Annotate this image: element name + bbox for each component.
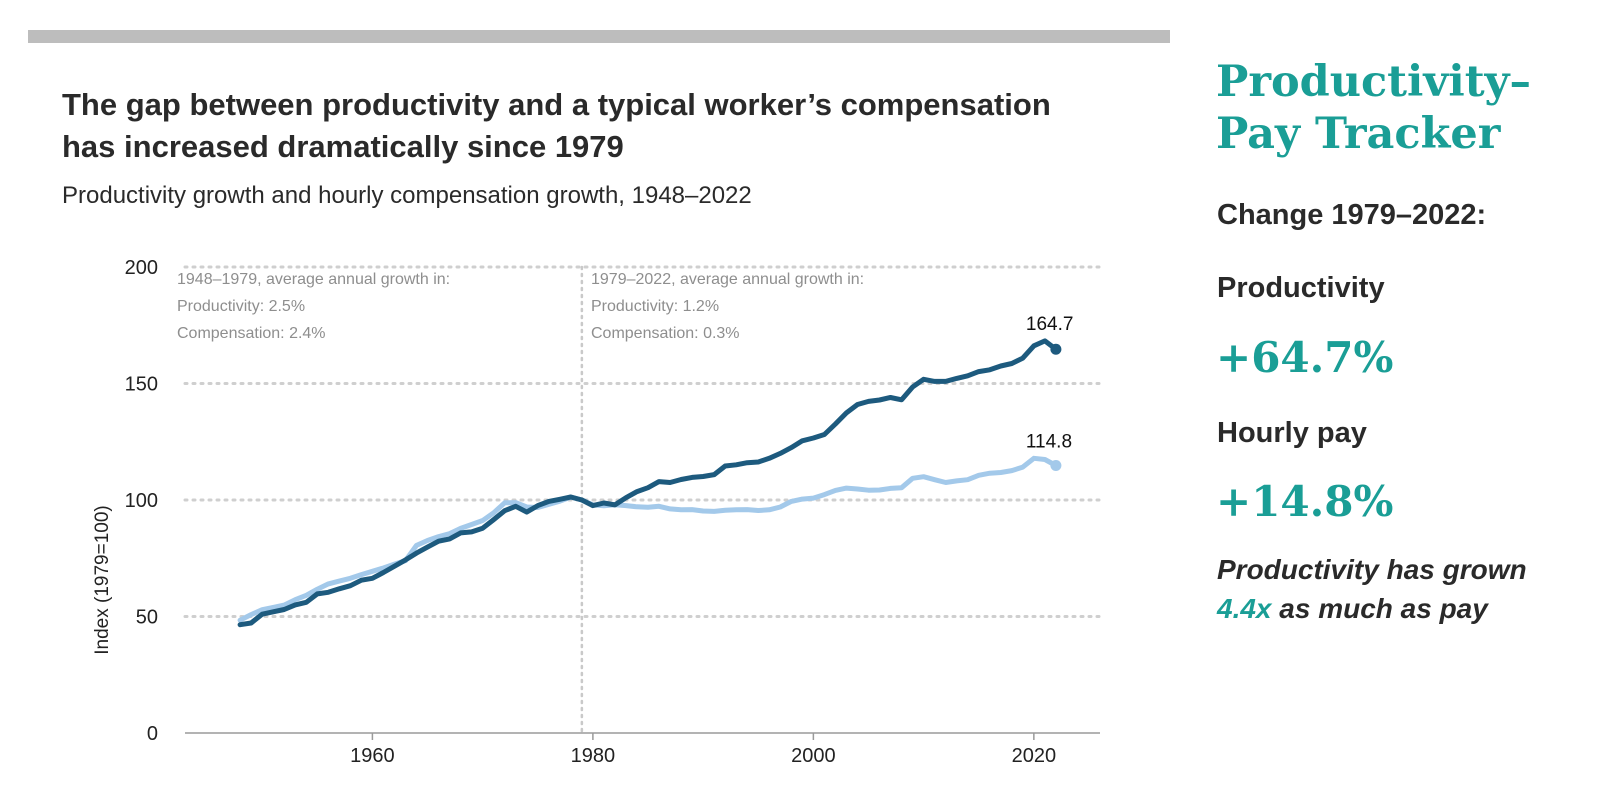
productivity-change-value: +64.7% xyxy=(1216,333,1394,382)
end-label-compensation: 114.8 xyxy=(1026,431,1072,452)
grid-layer xyxy=(183,265,1102,618)
annotation-1979-2022-line-1: 1979–2022, average annual growth in: xyxy=(591,271,864,288)
end-label-productivity: 164.7 xyxy=(1026,314,1074,335)
hourly-pay-label: Hourly pay xyxy=(1217,417,1367,449)
tracker-title-line-1: Productivity– xyxy=(1216,57,1532,107)
series-layer xyxy=(237,338,1062,628)
annotation-1979-2022-line-2: Productivity: 1.2% xyxy=(591,298,719,315)
series-end-point-productivity xyxy=(1050,343,1062,355)
x-tick-label-1980: 1980 xyxy=(571,745,616,767)
line-chart: 1948–1979, average annual growth in: Pro… xyxy=(92,257,1102,767)
x-tick-label-2020: 2020 xyxy=(1012,745,1057,767)
note-text-end: as much as pay xyxy=(1271,593,1488,624)
productivity-label: Productivity xyxy=(1217,272,1385,304)
y-tick-label-100: 100 xyxy=(125,490,158,512)
hourly-pay-change-value: +14.8% xyxy=(1216,477,1394,526)
chart-subtitle: Productivity growth and hourly compensat… xyxy=(62,182,752,209)
y-tick-label-200: 200 xyxy=(125,257,158,279)
series-line-compensation xyxy=(237,455,1059,623)
tracker-title: Productivity– Pay Tracker xyxy=(1216,56,1600,160)
y-tick-label-150: 150 xyxy=(125,374,158,396)
top-divider-bar xyxy=(28,30,1170,43)
y-tick-label-0: 0 xyxy=(147,723,158,745)
annotation-1948-1979-line-3: Compensation: 2.4% xyxy=(177,325,326,342)
y-tick-label-50: 50 xyxy=(136,607,158,629)
series-end-point-compensation xyxy=(1050,460,1062,472)
note-multiplier: 4.4x xyxy=(1217,593,1272,624)
y-axis-label: Index (1979=100) xyxy=(92,505,113,654)
annotation-1948-1979-line-1: 1948–1979, average annual growth in: xyxy=(177,271,450,288)
series-line-productivity xyxy=(237,338,1059,628)
annotation-1948-1979-line-2: Productivity: 2.5% xyxy=(177,298,305,315)
annotation-1979-2022: 1979–2022, average annual growth in: Pro… xyxy=(591,271,864,342)
x-tick-label-1960: 1960 xyxy=(350,745,395,767)
change-period-label: Change 1979–2022: xyxy=(1217,199,1487,231)
annotation-1979-2022-line-3: Compensation: 0.3% xyxy=(591,325,740,342)
note-text-start: Productivity has grown xyxy=(1217,554,1527,585)
growth-comparison-note: Productivity has grown 4.4x as much as p… xyxy=(1217,550,1587,628)
tracker-title-line-2: Pay Tracker xyxy=(1216,109,1501,159)
annotation-1948-1979: 1948–1979, average annual growth in: Pro… xyxy=(177,271,450,342)
x-tick-label-2000: 2000 xyxy=(791,745,836,767)
axis-layer: 0 50 100 150 200 1960 1980 2000 2020 xyxy=(125,257,1100,767)
chart-title: The gap between productivity and a typic… xyxy=(62,87,1051,164)
